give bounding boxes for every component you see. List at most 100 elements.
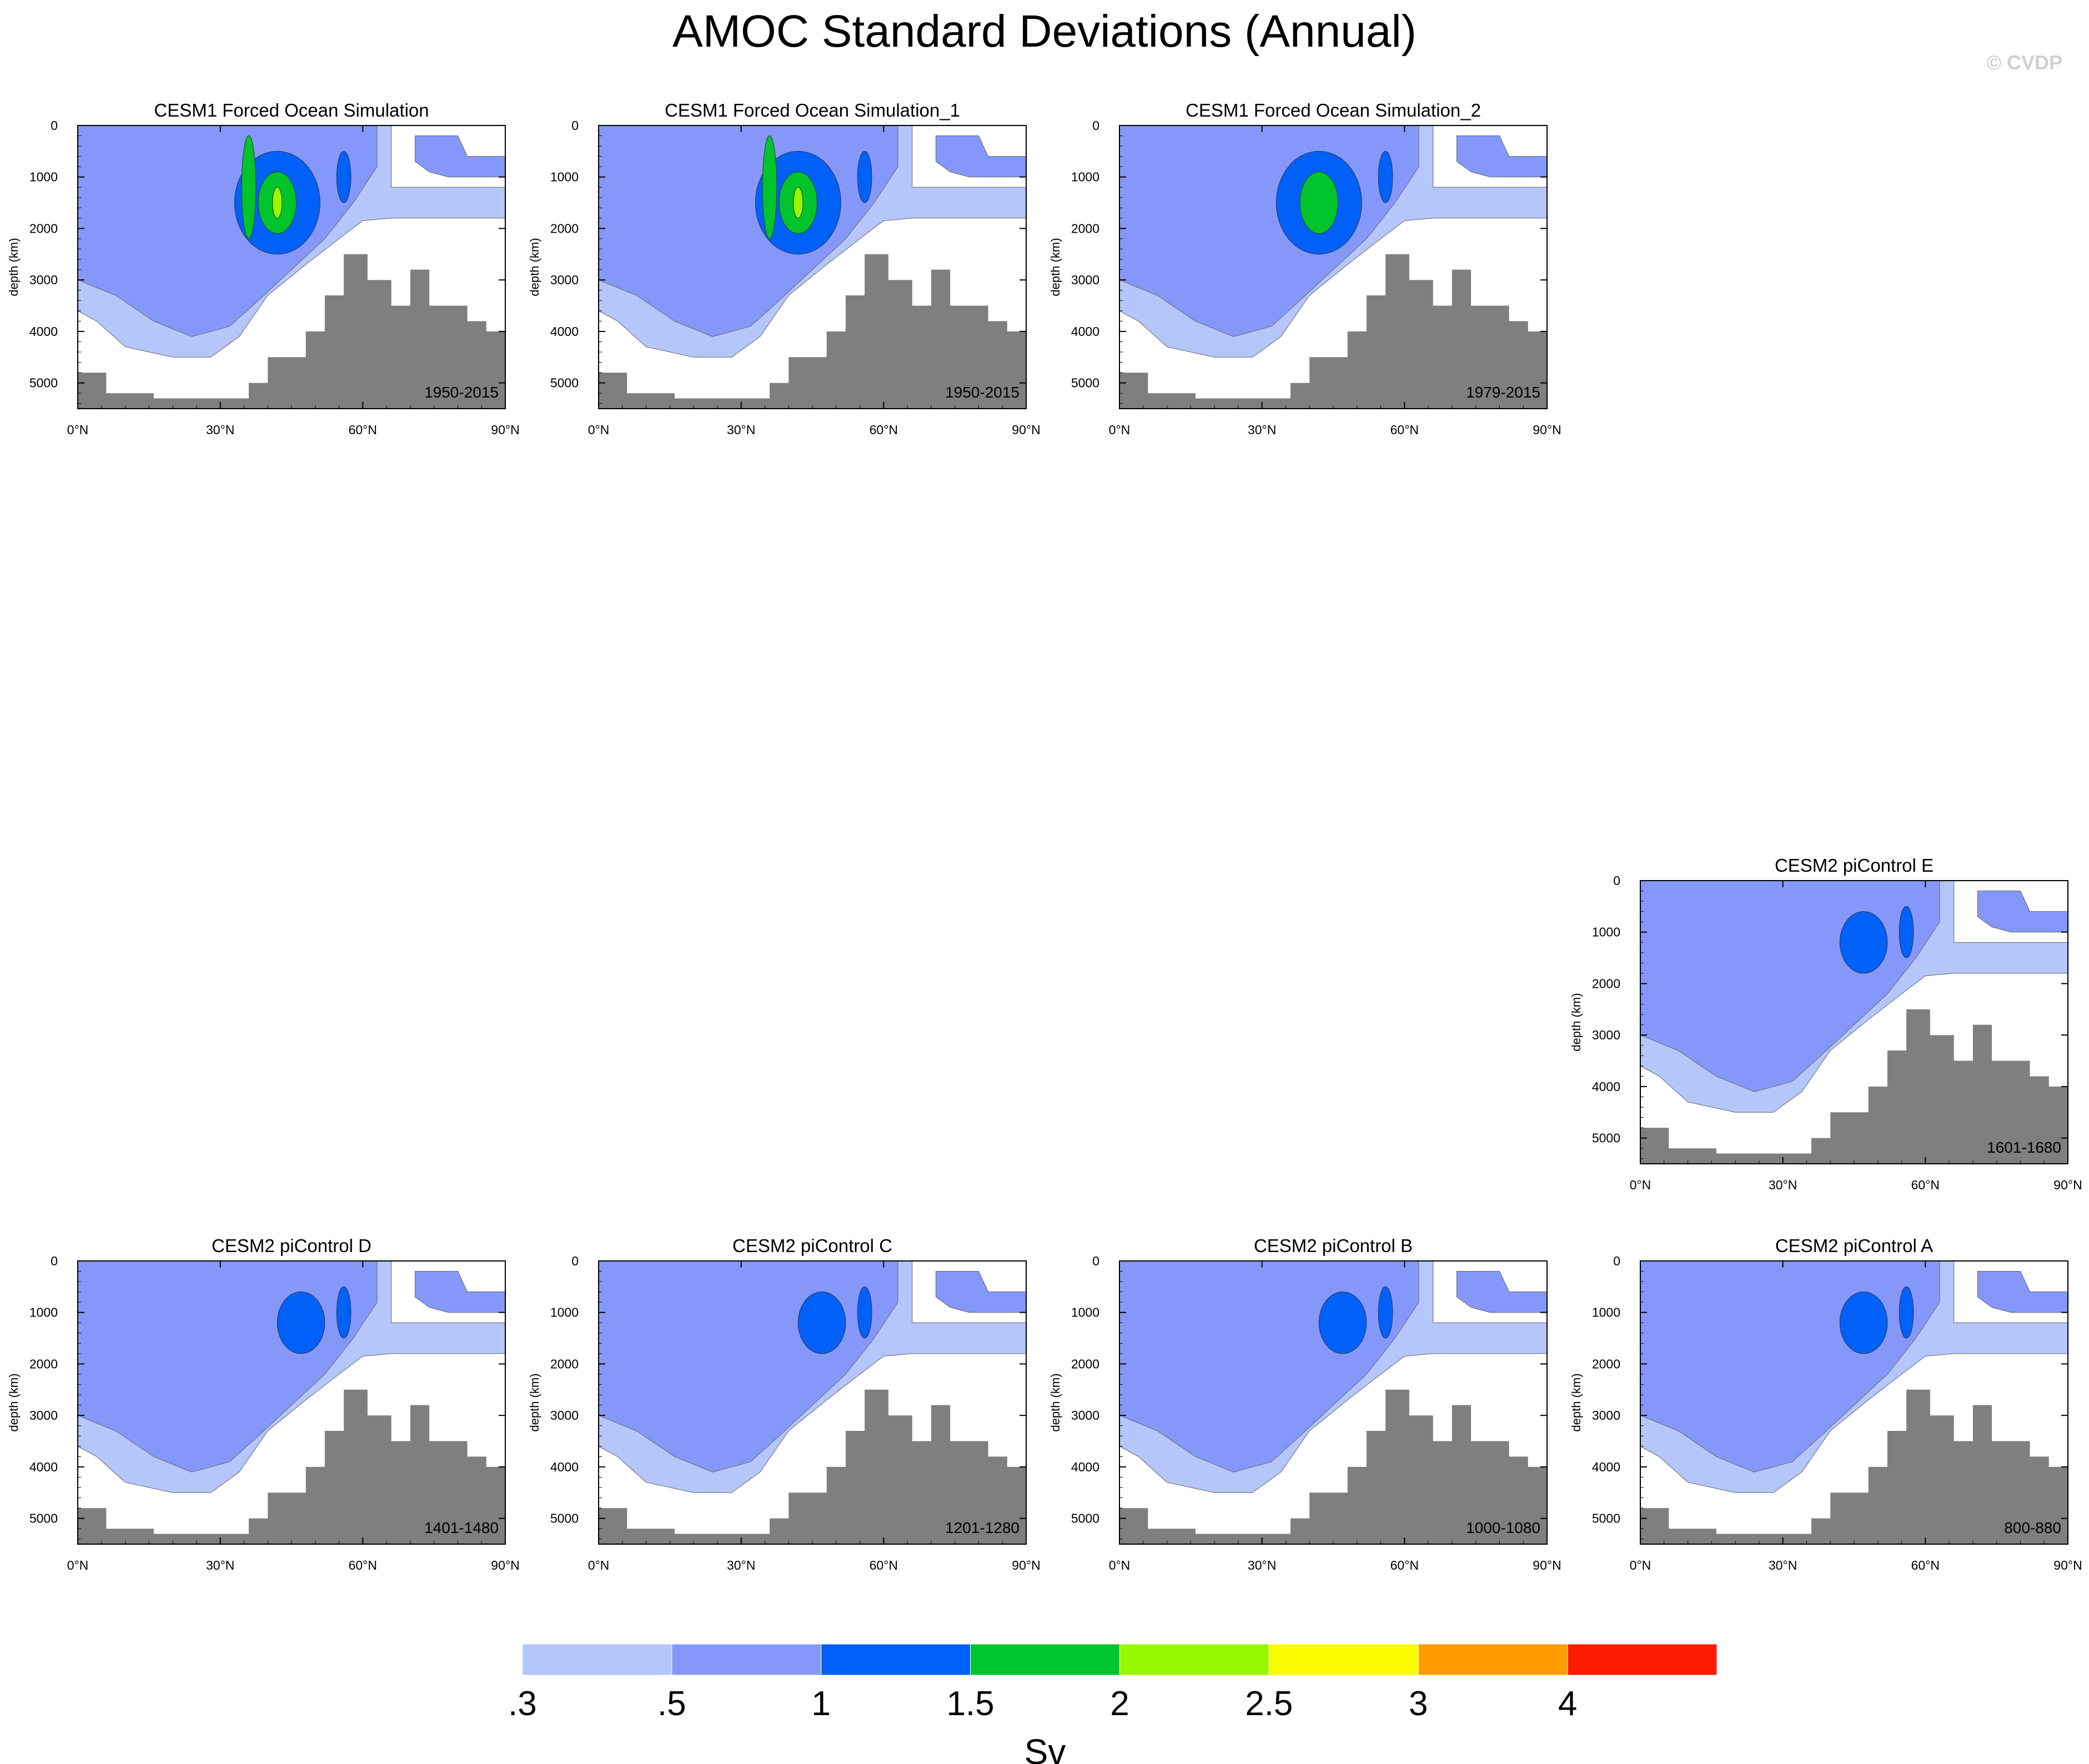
contour-fill-1-north xyxy=(1899,906,1914,958)
panel-title: CESM2 piControl C xyxy=(732,1235,892,1256)
colorbar-swatch xyxy=(1119,1644,1269,1676)
y-tick-label: 5000 xyxy=(29,376,58,390)
x-tick-label: 90°N xyxy=(491,1558,519,1572)
x-tick-label: 60°N xyxy=(870,423,898,437)
y-axis-label: depth (km) xyxy=(528,238,541,296)
y-tick-label: 5000 xyxy=(1071,376,1099,390)
x-tick-label: 30°N xyxy=(206,1558,234,1572)
figure-title: AMOC Standard Deviations (Annual) xyxy=(672,6,1417,57)
contour-fill-1-north xyxy=(336,150,351,203)
contour-fill-1 xyxy=(1839,911,1888,974)
y-tick-label: 5000 xyxy=(1592,1511,1620,1526)
y-tick-label: 2000 xyxy=(29,1356,58,1371)
panel-plot: CESM2 piControl B 0 1000 2000 3000 4000 5000 0°… xyxy=(1048,1235,1561,1572)
panel-plot: CESM2 piControl C 0 1000 2000 3000 4000 5000 0°… xyxy=(528,1235,1041,1572)
period-label: 1601-1680 xyxy=(1987,1139,2061,1156)
x-tick-label: 90°N xyxy=(2053,1178,2082,1192)
panel-title: CESM2 piControl B xyxy=(1254,1235,1413,1256)
panel-title: CESM2 piControl A xyxy=(1775,1235,1933,1256)
y-axis-label: depth (km) xyxy=(1048,1373,1062,1431)
x-tick-label: 30°N xyxy=(727,423,755,437)
panel-cesm2-picontrol-d: CESM2 piControl D 0 1000 2000 3000 4000 5000 0°… xyxy=(0,1230,522,1585)
y-axis-label: depth (km) xyxy=(7,238,21,296)
x-tick-label: 90°N xyxy=(1012,1558,1040,1572)
y-tick-label: 0 xyxy=(1613,1254,1620,1268)
x-tick-label: 60°N xyxy=(349,423,377,437)
panel-title: CESM1 Forced Ocean Simulation xyxy=(154,100,429,120)
x-tick-label: 30°N xyxy=(206,423,234,437)
panel-title: CESM1 Forced Ocean Simulation_2 xyxy=(1186,100,1481,120)
colorbar-level-label: 3 xyxy=(1409,1685,1428,1723)
colorbar-level-label: .5 xyxy=(657,1685,686,1723)
panel-cesm1-forced-1: CESM1 Forced Ocean Simulation_1 0 1000 2000… xyxy=(521,94,1043,450)
y-axis-label: depth (km) xyxy=(1569,993,1583,1051)
x-tick-label: 90°N xyxy=(1012,423,1040,437)
x-tick-label: 90°N xyxy=(1533,1558,1561,1572)
x-tick-label: 60°N xyxy=(870,1558,898,1572)
x-tick-label: 60°N xyxy=(1911,1558,1940,1572)
contour-fill-1-north xyxy=(336,1286,351,1339)
panel-cesm1-forced-2: CESM1 Forced Ocean Simulation_2 0 1000 2000… xyxy=(1042,94,1564,450)
period-label: 800-880 xyxy=(2004,1519,2061,1536)
period-label: 1000-1080 xyxy=(1466,1519,1540,1536)
bathymetry-land xyxy=(1119,1389,1547,1544)
colorbar-level-label: 2.5 xyxy=(1245,1685,1293,1723)
period-label: 1401-1480 xyxy=(424,1519,499,1536)
y-tick-label: 5000 xyxy=(550,376,579,390)
contour-fill-1 xyxy=(1839,1291,1888,1354)
y-tick-label: 1000 xyxy=(29,170,58,184)
contour-fill-1-north xyxy=(857,1286,872,1339)
contour-fill-2 xyxy=(793,187,804,219)
y-tick-label: 1000 xyxy=(1071,1305,1099,1320)
x-tick-label: 60°N xyxy=(1911,1178,1940,1192)
x-tick-label: 60°N xyxy=(1390,1558,1419,1572)
panel-plot: CESM2 piControl A 0 1000 2000 3000 4000 5000 0°… xyxy=(1569,1235,2082,1572)
x-tick-label: 60°N xyxy=(349,1558,377,1572)
y-tick-label: 3000 xyxy=(1592,1028,1620,1042)
colorbar-swatch xyxy=(1418,1644,1568,1676)
y-tick-label: 3000 xyxy=(29,1408,58,1423)
x-tick-label: 90°N xyxy=(1533,423,1561,437)
y-tick-label: 5000 xyxy=(550,1511,579,1526)
panel-cesm2-picontrol-a: CESM2 piControl A 0 1000 2000 3000 4000 5000 0°… xyxy=(1563,1230,2085,1585)
panel-cesm2-picontrol-c: CESM2 piControl C 0 1000 2000 3000 4000 5000 0°… xyxy=(521,1230,1043,1585)
y-tick-label: 4000 xyxy=(550,324,579,339)
x-tick-label: 0°N xyxy=(67,423,89,437)
y-tick-label: 4000 xyxy=(1071,324,1099,339)
colorbar-level-label: .3 xyxy=(508,1685,537,1723)
y-tick-label: 2000 xyxy=(550,1356,579,1371)
panel-title: CESM2 piControl D xyxy=(212,1235,371,1256)
x-tick-label: 90°N xyxy=(491,423,519,437)
y-tick-label: 3000 xyxy=(29,273,58,287)
y-tick-label: 2000 xyxy=(550,221,579,235)
y-tick-label: 0 xyxy=(571,118,579,133)
x-tick-label: 0°N xyxy=(1109,1558,1131,1572)
panel-plot: CESM1 Forced Ocean Simulation_2 0 1000 2000… xyxy=(1048,100,1561,437)
x-tick-label: 30°N xyxy=(1248,1558,1276,1572)
y-tick-label: 3000 xyxy=(550,1408,579,1423)
y-axis-label: depth (km) xyxy=(7,1373,21,1431)
x-tick-label: 0°N xyxy=(1630,1178,1651,1192)
period-label: 1979-2015 xyxy=(1466,384,1540,401)
panel-plot: CESM1 Forced Ocean Simulation 0 1000 2000 30… xyxy=(7,100,520,437)
contour-fill-1-north xyxy=(1378,150,1393,203)
x-tick-label: 0°N xyxy=(1630,1558,1651,1572)
colorbar-level-label: 1.5 xyxy=(946,1685,994,1723)
panel-cesm2-picontrol-b: CESM2 piControl B 0 1000 2000 3000 4000 5000 0°… xyxy=(1042,1230,1564,1585)
y-tick-label: 3000 xyxy=(1071,273,1099,287)
bathymetry-land xyxy=(1640,1009,2068,1164)
colorbar-swatch xyxy=(970,1644,1120,1676)
x-tick-label: 0°N xyxy=(588,423,610,437)
y-tick-label: 4000 xyxy=(1592,1079,1620,1094)
x-tick-label: 30°N xyxy=(727,1558,755,1572)
y-tick-label: 4000 xyxy=(1592,1460,1620,1474)
colorbar-level-label: 2 xyxy=(1110,1685,1129,1723)
period-label: 1950-2015 xyxy=(945,384,1020,401)
contour-fill-1 xyxy=(277,1291,325,1354)
colorbar-level-label: 1 xyxy=(811,1685,830,1723)
y-tick-label: 2000 xyxy=(1071,221,1099,235)
y-tick-label: 0 xyxy=(51,1254,58,1268)
colorbar-swatch xyxy=(1268,1644,1419,1676)
panel-title: CESM1 Forced Ocean Simulation_1 xyxy=(665,100,960,120)
